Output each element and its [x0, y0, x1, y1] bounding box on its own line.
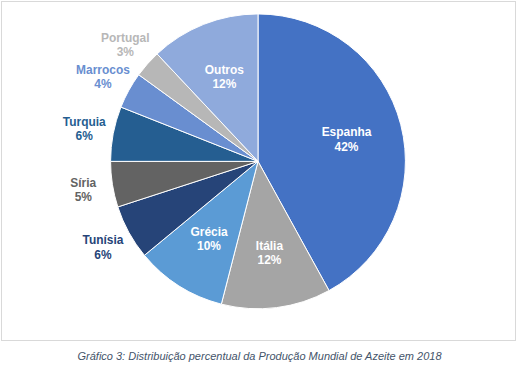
svg-text:Espanha42%: Espanha42%	[322, 125, 372, 153]
svg-text:Grécia10%: Grécia10%	[190, 225, 228, 253]
svg-text:Turquia6%: Turquia6%	[63, 115, 106, 143]
svg-text:Itália12%: Itália12%	[256, 239, 284, 267]
svg-text:Portugal3%: Portugal3%	[101, 31, 149, 59]
svg-text:Tunísia6%: Tunísia6%	[83, 233, 124, 261]
svg-text:Outros12%: Outros12%	[205, 63, 244, 91]
html-text:Gráfico 3: Distribuição percen: Gráfico 3: Distribuição percentual da Pr…	[77, 350, 442, 362]
svg-text:Marrocos4%: Marrocos4%	[76, 63, 130, 91]
svg-text:Síria5%: Síria5%	[70, 176, 96, 204]
